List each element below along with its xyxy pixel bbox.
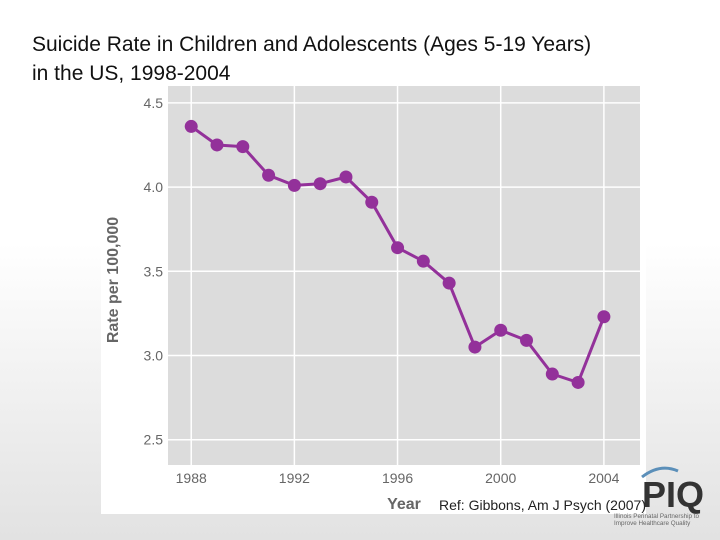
slide-title-line-2: in the US, 1998-2004 [32,62,231,85]
y-tick-label: 4.0 [144,179,164,195]
line-chart: 2.5 3.0 3.5 4.0 4.5 1988 1992 1996 2000 2004 Rat… [105,86,640,513]
x-tick-label: 1988 [176,470,207,486]
chart-panel: 2.5 3.0 3.5 4.0 4.5 1988 1992 1996 2000 2004 Rat… [101,86,646,514]
logo-tagline-1: Illinois Perinatal Partnership to [614,513,700,520]
x-tick-label: 2004 [588,470,619,486]
logo-wordmark: PIQ [642,474,704,515]
x-axis-ticks: 1988 1992 1996 2000 2004 [176,470,620,486]
y-axis-ticks: 2.5 3.0 3.5 4.0 4.5 [144,95,164,448]
y-tick-label: 3.5 [144,263,164,279]
data-point [545,367,559,381]
reference-citation: Ref: Gibbons, Am J Psych (2007) [439,497,646,513]
data-point [339,170,353,184]
x-tick-label: 2000 [485,470,516,486]
y-axis-label: Rate per 100,000 [105,217,122,343]
y-tick-label: 2.5 [144,432,164,448]
logo-swoosh-icon [641,466,679,479]
data-point [468,340,482,354]
data-point [571,375,585,389]
data-point [210,138,224,152]
y-tick-label: 3.0 [144,348,164,364]
grid-lines [168,86,640,465]
data-point [442,276,456,290]
piq-logo: PIQ Illinois Perinatal Partnership to Im… [612,463,712,529]
data-point [597,310,611,324]
slide-title: Suicide Rate in Children and Adolescents… [32,30,692,88]
logo-tagline-2: Improve Healthcare Quality [614,520,691,527]
data-point [262,168,276,182]
data-point [416,254,430,268]
data-point [313,177,327,191]
data-point [184,119,198,133]
data-point [236,140,250,154]
data-point [365,195,379,209]
x-tick-label: 1996 [382,470,413,486]
data-series [184,119,611,389]
y-tick-label: 4.5 [144,95,164,111]
data-point [287,178,301,192]
data-point [520,333,534,347]
x-tick-label: 1992 [279,470,310,486]
data-point [391,241,405,255]
x-axis-label: Year [387,496,421,513]
data-point [494,323,508,337]
slide-title-line-1: Suicide Rate in Children and Adolescents… [32,33,592,56]
